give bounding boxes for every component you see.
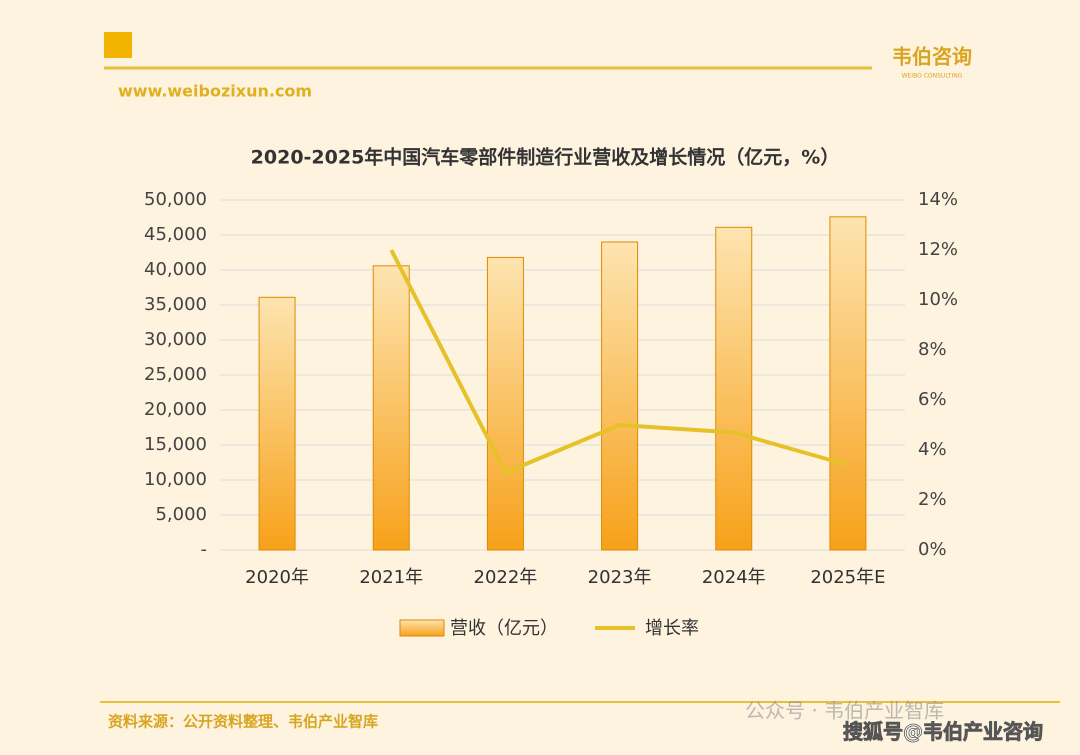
y2-tick-label: 12% bbox=[918, 239, 958, 260]
watermark-2: 搜狐号@韦伯产业咨询 bbox=[843, 720, 1043, 744]
y-tick-label: 15,000 bbox=[144, 434, 207, 455]
x-tick-label: 2020年 bbox=[245, 567, 309, 588]
y-tick-label: 30,000 bbox=[144, 329, 207, 350]
y-tick-label: 45,000 bbox=[144, 224, 207, 245]
bar bbox=[829, 216, 867, 551]
y2-tick-label: 2% bbox=[918, 489, 947, 510]
watermark: 公众号 · 韦伯产业智库 bbox=[745, 699, 944, 723]
growth-line bbox=[389, 249, 849, 476]
y2-tick-label: 14% bbox=[918, 189, 958, 210]
legend-label: 增长率 bbox=[645, 618, 699, 639]
legend-label: 营收（亿元） bbox=[450, 618, 558, 639]
y-tick-label: 40,000 bbox=[144, 259, 207, 280]
legend-swatch bbox=[399, 619, 445, 637]
y-tick-label: - bbox=[201, 539, 208, 560]
y-tick-label: 10,000 bbox=[144, 469, 207, 490]
y2-tick-label: 10% bbox=[918, 289, 958, 310]
bar bbox=[372, 265, 410, 551]
logo: 韦伯咨询 bbox=[892, 45, 972, 69]
y-tick-label: 35,000 bbox=[144, 294, 207, 315]
chart-title: 2020-2025年中国汽车零部件制造行业营收及增长情况（亿元，%） bbox=[251, 146, 840, 169]
x-tick-label: 2021年 bbox=[359, 567, 423, 588]
logo-square bbox=[104, 32, 132, 58]
y2-tick-label: 0% bbox=[918, 539, 947, 560]
x-tick-label: 2023年 bbox=[588, 567, 652, 588]
y2-tick-label: 6% bbox=[918, 389, 947, 410]
logo-sub: WEIBO CONSULTING bbox=[902, 73, 963, 80]
y-tick-label: 25,000 bbox=[144, 364, 207, 385]
bar bbox=[715, 226, 753, 551]
x-tick-label: 2022年 bbox=[474, 567, 538, 588]
x-tick-label: 2025年E bbox=[810, 567, 885, 588]
y2-tick-label: 4% bbox=[918, 439, 947, 460]
bar bbox=[486, 256, 524, 551]
y2-tick-label: 8% bbox=[918, 339, 947, 360]
bar bbox=[258, 296, 296, 551]
x-tick-label: 2024年 bbox=[702, 567, 766, 588]
url: www.weibozixun.com bbox=[118, 82, 312, 101]
y-tick-label: 50,000 bbox=[144, 189, 207, 210]
source: 资料来源：公开资料整理、韦伯产业智库 bbox=[108, 713, 378, 731]
y-tick-label: 5,000 bbox=[155, 504, 207, 525]
bar bbox=[601, 241, 639, 551]
y-tick-label: 20,000 bbox=[144, 399, 207, 420]
